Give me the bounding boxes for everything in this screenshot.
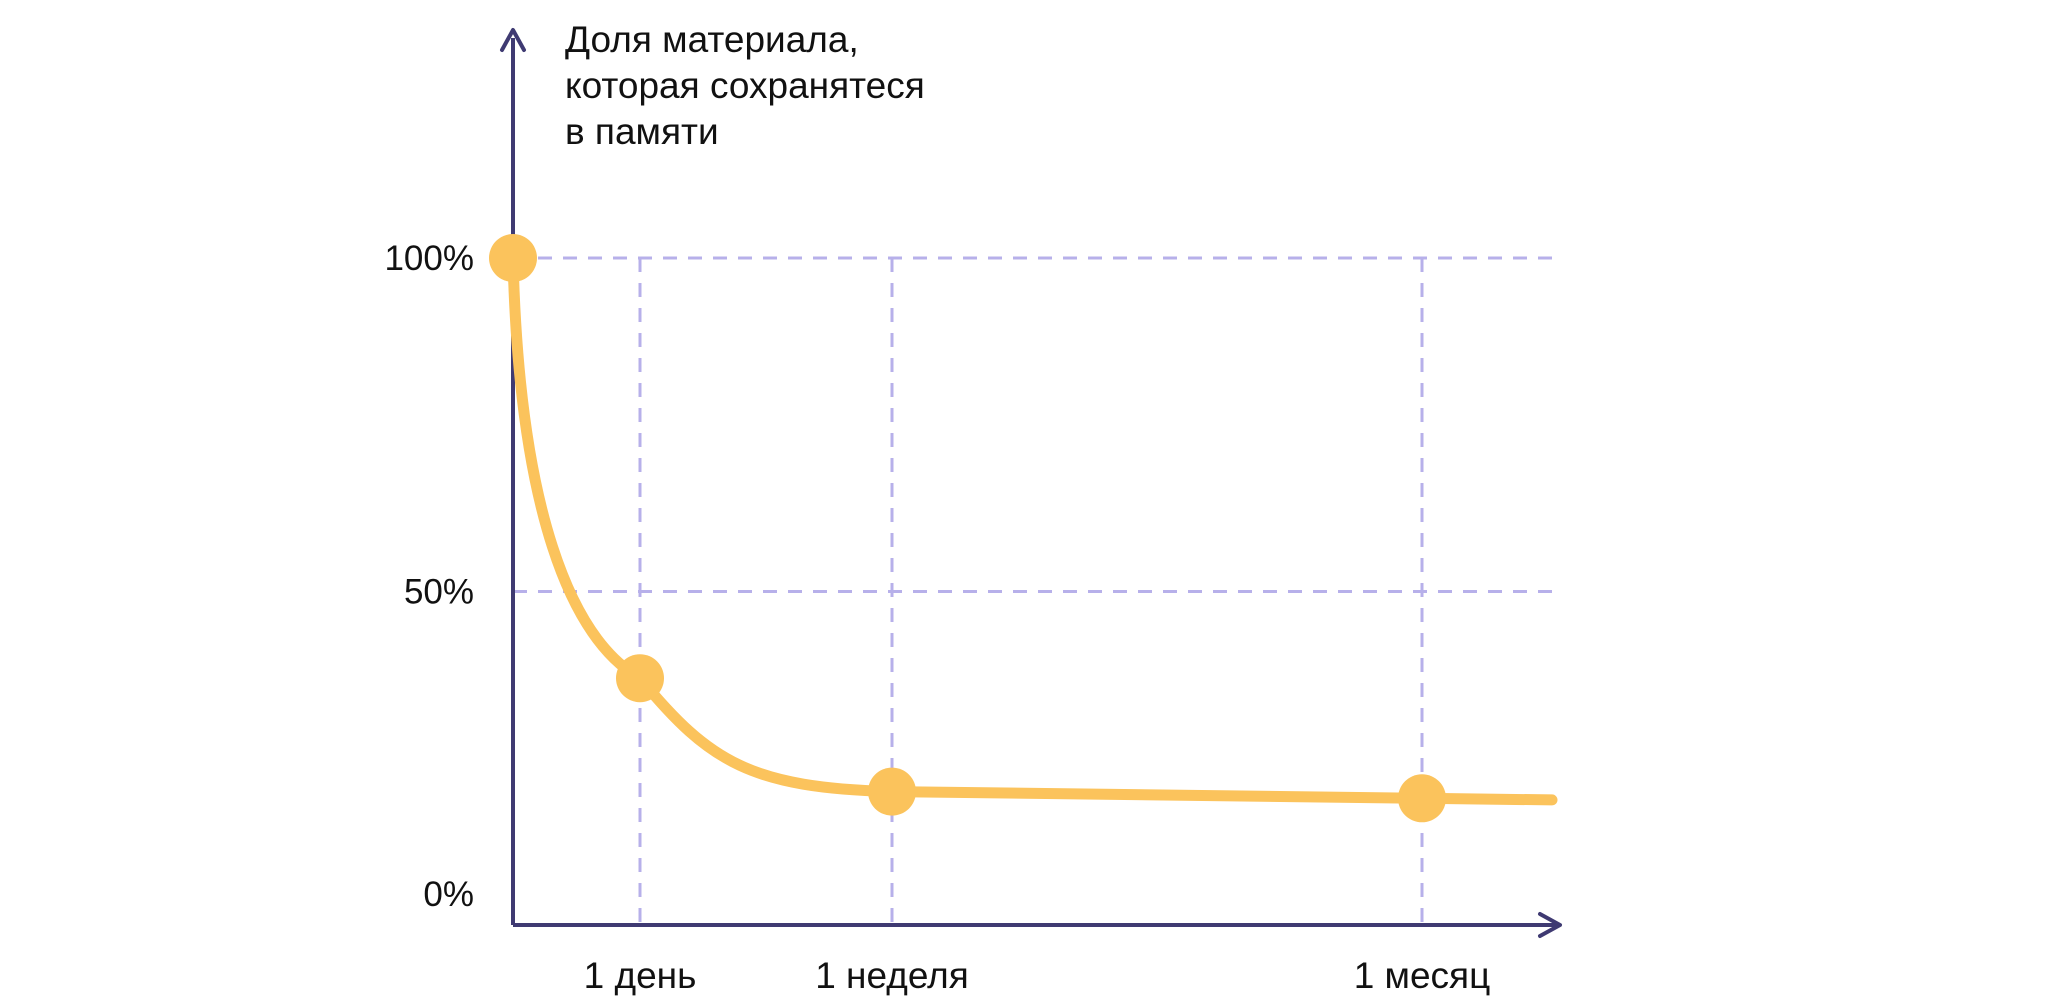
axes bbox=[500, 28, 1562, 938]
y-tick-label-0: 0% bbox=[423, 875, 474, 914]
x-axis-arrow-icon bbox=[1538, 912, 1562, 938]
data-point-3 bbox=[1398, 774, 1446, 823]
y-axis-arrow-icon bbox=[500, 28, 526, 52]
curve-line bbox=[507, 252, 1558, 806]
data-points bbox=[489, 234, 1446, 823]
curve-series bbox=[507, 252, 1558, 806]
y-tick-label-100: 100% bbox=[384, 239, 474, 278]
x-tick-label-1-month: 1 месяц bbox=[1354, 955, 1491, 996]
data-point-2 bbox=[868, 767, 916, 816]
grid-lines bbox=[513, 256, 1560, 925]
y-tick-label-50: 50% bbox=[404, 573, 474, 612]
data-point-1 bbox=[616, 654, 664, 703]
x-tick-label-1-week: 1 неделя bbox=[815, 955, 969, 996]
y-axis-label-line-2: которая сохранятеся bbox=[565, 65, 925, 106]
y-axis-label-line-3: в памяти bbox=[565, 111, 719, 152]
chart-labels: Доля материала, которая сохранятеся в па… bbox=[384, 19, 1490, 996]
data-point-0 bbox=[489, 234, 537, 282]
y-axis-label-line-1: Доля материала, bbox=[565, 19, 859, 60]
x-tick-label-1-day: 1 день bbox=[584, 955, 697, 996]
